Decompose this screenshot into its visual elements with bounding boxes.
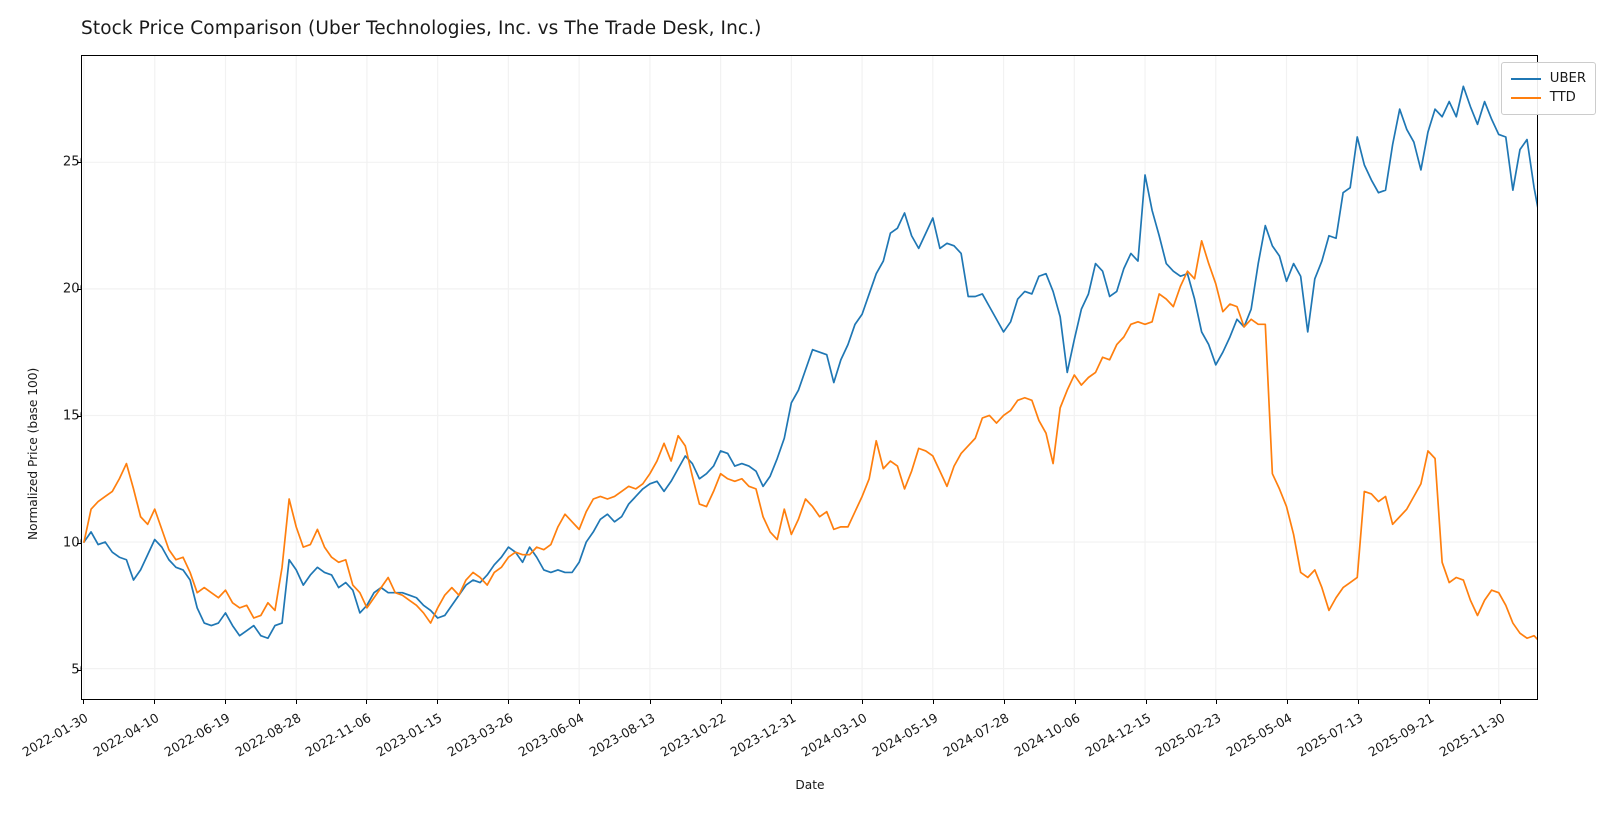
x-tick-mark — [791, 700, 793, 704]
series-line-ttd — [83, 239, 1537, 641]
x-tick-mark — [83, 700, 84, 704]
x-tick-mark — [1287, 700, 1289, 704]
x-tick-mark — [1145, 700, 1147, 704]
chart-title: Stock Price Comparison (Uber Technologie… — [81, 18, 762, 39]
x-tick-mark — [295, 700, 297, 704]
x-tick-mark — [1499, 700, 1501, 704]
x-tick-mark — [720, 700, 722, 704]
x-tick-mark — [1003, 700, 1005, 704]
y-tick-mark — [77, 669, 81, 671]
series-layer — [83, 85, 1537, 641]
y-tick-mark — [77, 161, 81, 163]
x-tick-mark — [1428, 700, 1430, 704]
y-tick-mark — [77, 415, 81, 417]
y-axis-label: Normalized Price (base 100) — [26, 367, 40, 540]
legend-item-ttd[interactable]: TTD — [1510, 88, 1586, 107]
x-tick-mark — [1074, 700, 1076, 704]
x-tick-mark — [649, 700, 651, 704]
x-tick-mark — [578, 700, 580, 704]
legend-swatch-ttd — [1510, 96, 1541, 99]
x-tick-mark — [508, 700, 509, 704]
x-tick-mark — [1216, 700, 1218, 704]
legend-item-uber[interactable]: UBER — [1510, 69, 1586, 88]
x-tick-mark — [1358, 700, 1359, 704]
x-tick-mark — [153, 700, 155, 704]
series-line-uber — [83, 85, 1537, 640]
grid-layer — [82, 56, 1537, 699]
legend: UBER TTD — [1500, 62, 1596, 115]
x-tick-mark — [437, 700, 439, 704]
x-tick-mark — [933, 700, 934, 704]
legend-label: TTD — [1549, 90, 1576, 105]
x-tick-mark — [224, 700, 226, 704]
x-axis-label: Date — [795, 778, 825, 792]
legend-swatch-uber — [1510, 77, 1541, 80]
plot-area — [81, 55, 1538, 700]
y-tick-mark — [77, 288, 81, 290]
x-tick-mark — [862, 700, 864, 704]
legend-label: UBER — [1549, 71, 1586, 86]
y-tick-mark — [77, 542, 81, 544]
x-tick-mark — [366, 700, 368, 704]
